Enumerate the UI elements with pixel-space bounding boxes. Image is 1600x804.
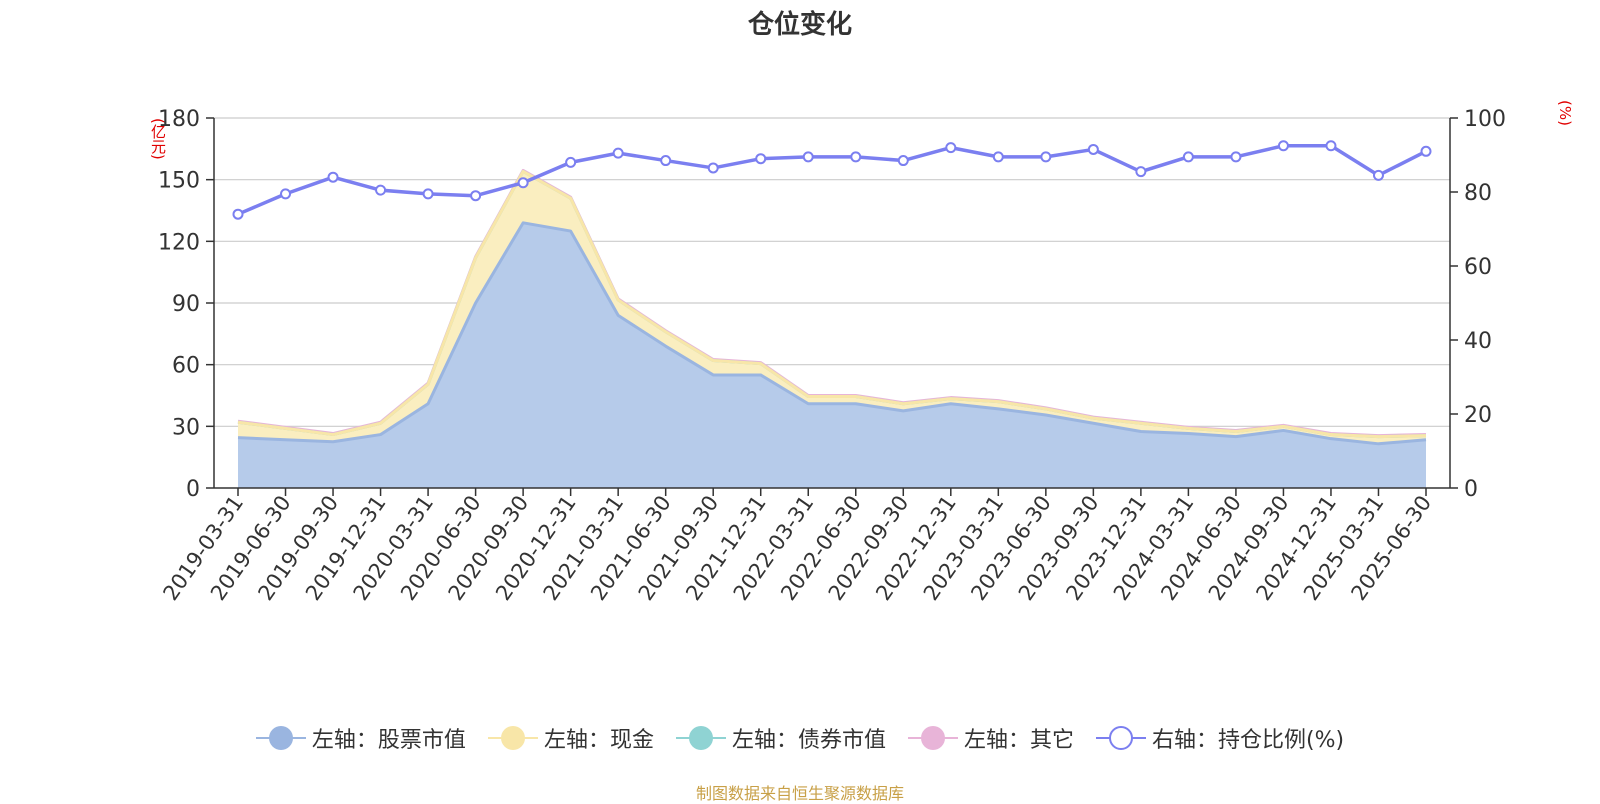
- right-y-tick-label: 20: [1464, 403, 1492, 428]
- ratio-point: [897, 155, 909, 167]
- ratio-point: [945, 142, 957, 154]
- left-y-tick-label: 30: [172, 415, 200, 440]
- legend-label: 左轴：现金: [543, 728, 654, 753]
- stock-area: [238, 222, 1426, 489]
- legend-bond-icon: [675, 726, 726, 750]
- legend-item-ratio[interactable]: 右轴：持仓比例(%): [1095, 722, 1345, 754]
- left-y-tick-label: 150: [158, 169, 200, 194]
- ratio-point: [232, 208, 244, 220]
- stock-area-line: [237, 221, 1427, 446]
- ratio-point: [375, 184, 387, 196]
- legend-label: 右轴：持仓比例(%): [1151, 728, 1345, 753]
- legend-label: 左轴：其它: [963, 728, 1074, 753]
- ratio-point: [802, 151, 814, 163]
- ratio-point: [612, 147, 624, 159]
- right-y-tick-label: 40: [1464, 329, 1492, 354]
- ratio-point: [1420, 145, 1432, 157]
- left-y-tick-label: 60: [172, 354, 200, 379]
- ratio-point: [517, 177, 529, 189]
- left-y-tick-label: 180: [158, 107, 200, 132]
- left-y-tick-label: 90: [172, 292, 200, 317]
- right-axis-unit: (%): [1556, 100, 1574, 126]
- cash-area-line: [237, 169, 1427, 439]
- ratio-point: [565, 156, 577, 168]
- ratio-point: [755, 153, 767, 165]
- legend-label: 左轴：债券市值: [731, 728, 886, 753]
- ratio-point: [1325, 140, 1337, 152]
- left-axis-unit: (亿元): [149, 118, 167, 160]
- ratio-point: [422, 188, 434, 200]
- ratio-point: [280, 188, 292, 200]
- chart-legend: 左轴：股票市值 左轴：现金 左轴：债券市值 左轴：其它 右轴：持仓比例(%): [0, 722, 1600, 754]
- legend-item-stock[interactable]: 左轴：股票市值: [255, 722, 466, 754]
- legend-stock-icon: [255, 726, 306, 750]
- legend-cash-icon: [487, 726, 538, 750]
- ratio-point: [1182, 151, 1194, 163]
- ratio-point: [1372, 169, 1384, 181]
- legend-item-cash[interactable]: 左轴：现金: [487, 722, 654, 754]
- ratio-point: [707, 162, 719, 174]
- right-y-tick-label: 100: [1464, 107, 1506, 132]
- ratio-point: [327, 171, 339, 183]
- ratio-point: [992, 151, 1004, 163]
- ratio-point: [470, 190, 482, 202]
- right-y-tick-label: 0: [1464, 477, 1478, 502]
- legend-item-other[interactable]: 左轴：其它: [907, 722, 1074, 754]
- ratio-line: [237, 144, 1427, 216]
- legend-item-bond[interactable]: 左轴：债券市值: [675, 722, 886, 754]
- ratio-point: [660, 155, 672, 167]
- right-y-tick-label: 80: [1464, 181, 1492, 206]
- left-y-tick-label: 120: [158, 230, 200, 255]
- data-source-note: 制图数据来自恒生聚源数据库: [695, 784, 904, 803]
- ratio-point: [1135, 166, 1147, 178]
- legend-label: 左轴：股票市值: [311, 728, 466, 753]
- chart-title: 仓位变化: [747, 10, 852, 40]
- legend-ratio-icon: [1095, 726, 1146, 750]
- ratio-point: [1277, 140, 1289, 152]
- legend-other-icon: [907, 726, 958, 750]
- right-y-tick-label: 60: [1464, 255, 1492, 280]
- ratio-point: [1087, 143, 1099, 155]
- ratio-point: [1230, 151, 1242, 163]
- left-y-tick-label: 0: [186, 477, 200, 502]
- ratio-point: [850, 151, 862, 163]
- ratio-point: [1040, 151, 1052, 163]
